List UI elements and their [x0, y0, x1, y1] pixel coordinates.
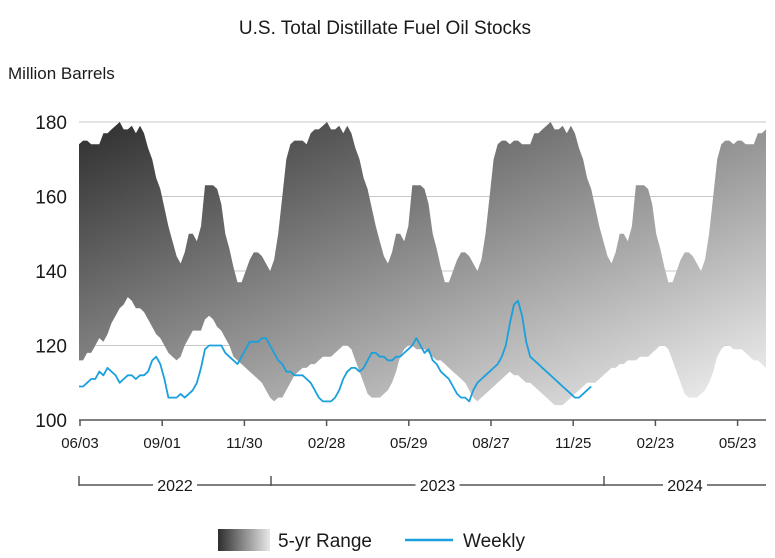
year-label: 2022: [157, 478, 193, 495]
y-tick-label: 120: [35, 337, 67, 358]
weekly-line-layer: [79, 299, 592, 403]
x-axis: 06/03 09/01 11/30 02/28 05/29 08/27 11/25 02/23…: [61, 419, 766, 452]
y-tick-label: 100: [35, 411, 67, 432]
year-axis: 2022 2023 2024: [78, 476, 766, 495]
x-tick-label: 05/23: [719, 435, 757, 452]
x-tick-label: 11/30: [226, 435, 262, 452]
year-label: 2023: [420, 478, 456, 495]
y-axis-label: Million Barrels: [8, 64, 115, 83]
y-tick-label: 180: [35, 113, 67, 134]
year-label: 2024: [667, 478, 703, 495]
x-tick-label: 08/27: [472, 435, 510, 452]
chart-title: U.S. Total Distillate Fuel Oil Stocks: [239, 18, 531, 39]
x-tick-label: 02/28: [308, 435, 346, 452]
range-band: [79, 122, 766, 406]
y-tick-label: 140: [35, 262, 67, 283]
legend: 5-yr Range Weekly: [218, 529, 525, 552]
x-tick-label: 09/01: [143, 435, 181, 452]
year-label-bg: [415, 476, 460, 494]
legend-range-label: 5-yr Range: [278, 531, 372, 552]
x-tick-label: 06/03: [61, 435, 99, 452]
x-tick-label: 11/25: [555, 435, 591, 452]
y-axis: 100 120 140 160 180: [35, 113, 67, 432]
x-tick-label: 05/29: [390, 435, 428, 452]
year-label-bg: [663, 476, 707, 494]
x-tick-label: 02/23: [637, 435, 675, 452]
range-band-layer: [79, 122, 766, 406]
year-label-bg: [153, 476, 197, 494]
legend-weekly-label: Weekly: [463, 531, 525, 552]
y-tick-label: 160: [35, 188, 67, 209]
weekly-line: [79, 299, 592, 403]
legend-range-swatch: [218, 529, 270, 551]
